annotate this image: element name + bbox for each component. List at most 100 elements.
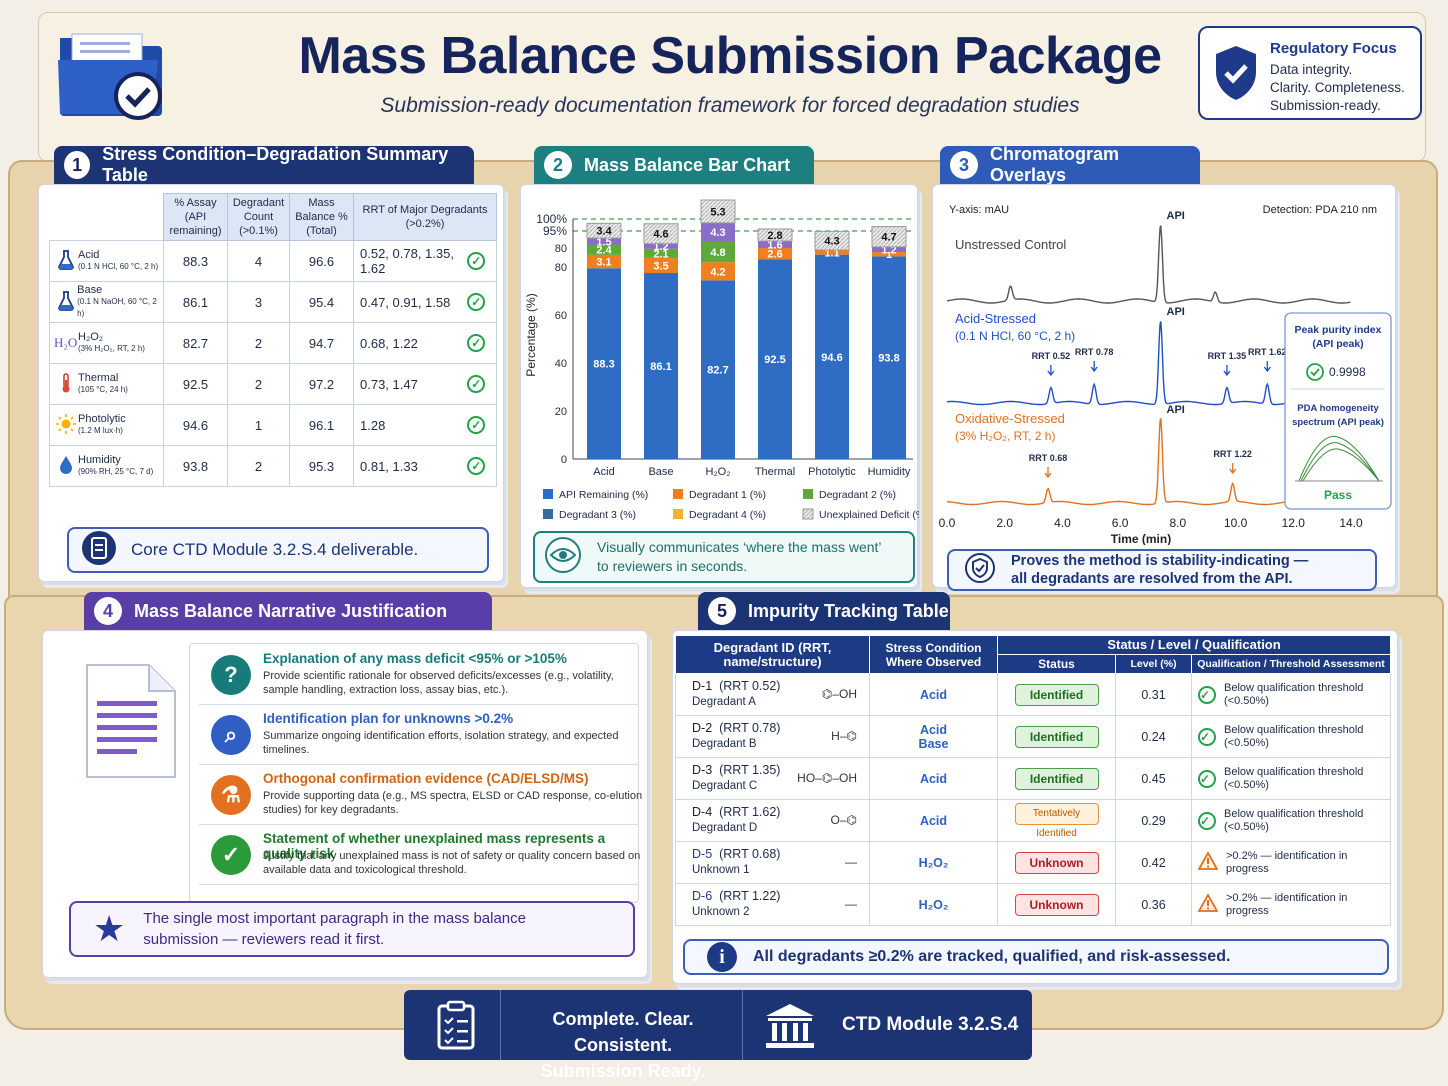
condition-detail: (0.1 N HCl, 60 °C, 2 h) (78, 262, 159, 271)
data-label: 5.3 (710, 206, 725, 218)
callout-text: All degradants ≥0.2% are tracked, qualif… (753, 948, 1231, 965)
data-label: 2.8 (767, 230, 782, 242)
degradant-rrt: (RRT 0.52) (719, 679, 781, 693)
status-badge: Identified (1014, 683, 1099, 706)
star-icon: ★ (93, 908, 126, 949)
narrative-item: ✓ Statement of whether unexplained mass r… (199, 827, 640, 885)
panel-title: Stress Condition–Degradation Summary Tab… (102, 144, 449, 185)
x-tick-label: 14.0 (1339, 516, 1363, 530)
chromatogram-callout: Proves the method is stability-indicatin… (947, 549, 1377, 591)
status-badge: Identified (1014, 767, 1099, 790)
table-row: D-4 (RRT 1.62) Degradant D O–⌬ Acid Tentativ… (675, 799, 1391, 842)
bar-segment (757, 228, 793, 242)
bar-segment (701, 222, 735, 242)
legend-label: Degradant 3 (%) (559, 509, 636, 521)
table-row: Thermal (105 °C, 24 h) 92.5 2 97.2 0.73, 1.47… (49, 363, 497, 405)
h2o2-icon: H₂O₂ (54, 332, 82, 355)
cell-mb: 97.2 (289, 363, 354, 405)
data-label: 2.6 (767, 249, 782, 261)
spectrum-curve (1300, 442, 1380, 482)
document-icon (83, 661, 179, 786)
purity-label: (API peak) (1312, 338, 1363, 350)
bar-segment (644, 273, 678, 459)
bar-segment (872, 256, 906, 459)
bar-segment (643, 223, 679, 245)
peak-arrow-icon (1229, 463, 1237, 475)
cell-assay: 86.1 (163, 281, 228, 323)
cell-assay: 88.3 (163, 240, 228, 282)
purity-box (1284, 312, 1392, 510)
category-label: Acid (593, 466, 614, 478)
structure-icon: — (845, 855, 857, 869)
cell-rrt: 0.47, 0.91, 1.58 (353, 281, 457, 323)
svg-text:H₂O₂: H₂O₂ (54, 335, 78, 350)
cell-rrt: 0.68, 1.22 (353, 322, 457, 364)
degradant-rrt: (RRT 1.62) (719, 805, 781, 819)
peak-label: RRT 0.52 (1032, 351, 1071, 361)
structure-icon: O–⌬ (830, 813, 857, 827)
x-tick-label: 6.0 (1112, 516, 1129, 530)
condition-name: Base (77, 284, 103, 296)
qualification-cell: ✓ Below qualification threshold (<0.50%) (1191, 673, 1391, 716)
folder-icon (56, 28, 166, 122)
condition-cell: Humidity (90% RH, 25 °C, 7 d) (49, 445, 164, 487)
stress-cell: Acid (869, 799, 998, 842)
bar-segment (644, 257, 678, 274)
col-header: Qualification / Threshold Assessment (1191, 654, 1391, 674)
bar-segment (758, 259, 792, 459)
impurity-table: Degradant ID (RRT, name/structure) Stres… (675, 635, 1391, 926)
legend-label: Unexplained Deficit (%) (819, 509, 919, 521)
degradant-rrt: (RRT 1.22) (719, 889, 781, 903)
structure-icon: ⌬–OH (821, 687, 857, 701)
y-axis-label: Percentage (%) (524, 293, 538, 376)
condition-detail: (90% RH, 25 °C, 7 d) (78, 467, 154, 476)
panel-number: 5 (708, 597, 736, 625)
panel-summary-table: 1 Stress Condition–Degradation Summary T… (30, 144, 512, 590)
bar-segment (871, 226, 907, 248)
flask-icon (54, 290, 77, 314)
bar-segment (587, 244, 621, 255)
spectrum-curve (1302, 448, 1380, 482)
chromatogram-trace (947, 321, 1351, 406)
check-circle-icon: ✓ (1198, 727, 1216, 746)
check-circle-icon: ✓ (1198, 769, 1216, 788)
callout-line: submission — reviewers read it first. (143, 931, 385, 948)
page-title: Mass Balance Submission Package (298, 27, 1162, 85)
condition-name: Thermal (78, 372, 119, 384)
peak-arrow-icon (1223, 365, 1231, 377)
magnifier-icon: ⌕ (211, 715, 251, 755)
qualification-text: Below qualification threshold (<0.50%) (1224, 807, 1364, 833)
data-label: 93.8 (878, 353, 899, 365)
panel-5-tab: 5 Impurity Tracking Table (698, 592, 950, 630)
x-tick-label: 12.0 (1282, 516, 1306, 530)
footer-line: Complete. Clear. Consistent. (552, 1009, 694, 1055)
regulatory-line: Submission-ready. (1270, 98, 1381, 113)
folder-back (38, 12, 1426, 162)
qualification-cell: >0.2% — identification in progress (1191, 883, 1391, 926)
panel-title: Mass Balance Narrative Justification (134, 600, 448, 621)
category-label: Base (648, 466, 673, 478)
spectrum-curve (1298, 435, 1380, 482)
bar-segment (758, 247, 792, 260)
degradant-name: Degradant A (692, 696, 756, 708)
bar-segment (587, 238, 621, 245)
degradant-id-cell: D-3 (RRT 1.35) Degradant C HO–⌬–OH (675, 757, 870, 800)
category-label: H₂O₂ (705, 466, 730, 478)
bar-segment (814, 230, 850, 251)
peak-arrow-icon (1044, 467, 1052, 479)
peak-label: API (1167, 210, 1185, 222)
degradant-name: Degradant D (692, 822, 758, 834)
tick-label: 20 (555, 406, 567, 418)
col-header: Mass Balance % (Total) (289, 193, 354, 241)
bar-segment (872, 252, 906, 257)
data-label: 1.6 (767, 240, 782, 252)
check-circle-icon (1306, 363, 1324, 381)
structure-icon: HO–⌬–OH (797, 771, 857, 785)
cell-rrt: 0.81, 1.33 (353, 445, 457, 487)
data-label: 4.2 (710, 266, 725, 278)
peak-label: API (1167, 404, 1185, 416)
level-cell: 0.42 (1115, 841, 1192, 884)
data-label: 4.3 (824, 236, 839, 248)
col-header: RRT of Major Degradants (>0.2%) (353, 193, 497, 241)
data-label: 2.1 (653, 248, 668, 260)
